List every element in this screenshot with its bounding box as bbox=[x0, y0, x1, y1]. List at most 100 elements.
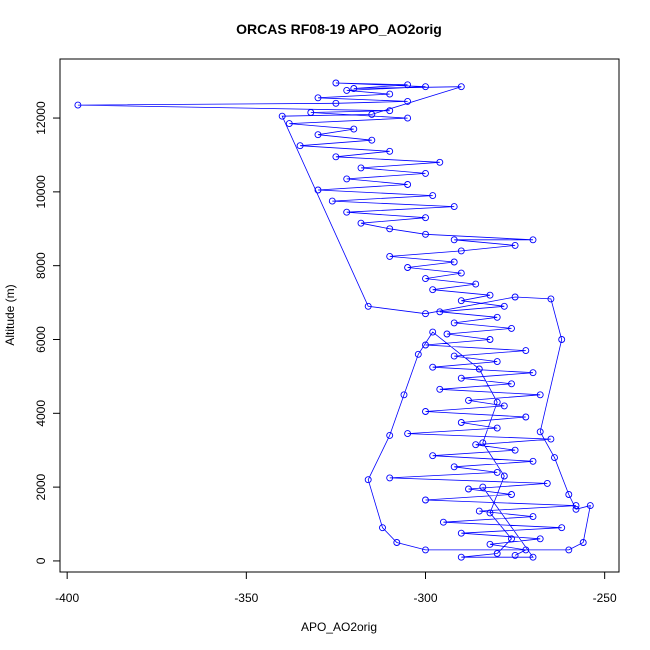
data-point bbox=[285, 120, 293, 128]
y-tick-label: 0 bbox=[34, 557, 48, 564]
data-point bbox=[296, 142, 304, 150]
data-point bbox=[450, 236, 458, 244]
data-point bbox=[357, 164, 365, 172]
data-point bbox=[443, 330, 451, 338]
data-point bbox=[529, 553, 537, 561]
x-tick-label: -300 bbox=[413, 591, 437, 605]
y-tick-label: 12000 bbox=[34, 101, 48, 135]
data-point bbox=[436, 158, 444, 166]
data-point bbox=[429, 363, 437, 371]
data-point bbox=[422, 496, 429, 504]
data-point bbox=[74, 101, 82, 109]
data-point bbox=[493, 468, 501, 476]
data-point bbox=[400, 391, 408, 399]
data-point bbox=[457, 529, 465, 537]
data-point bbox=[343, 86, 351, 94]
data-point bbox=[364, 302, 372, 310]
data-point bbox=[450, 352, 458, 360]
data-point bbox=[404, 97, 412, 105]
data-point bbox=[343, 175, 351, 183]
data-point bbox=[404, 181, 412, 188]
data-point bbox=[543, 479, 551, 487]
data-point bbox=[422, 169, 429, 177]
data-point bbox=[529, 236, 537, 244]
y-axis: 0 2000 4000 6000 8000 10000 12000 bbox=[34, 101, 61, 564]
x-axis-title: APO_AO2orig bbox=[301, 620, 377, 634]
data-point bbox=[493, 424, 501, 432]
data-point bbox=[422, 214, 429, 222]
data-point bbox=[368, 110, 376, 118]
data-point bbox=[379, 524, 386, 532]
data-point bbox=[278, 112, 286, 120]
data-point bbox=[332, 79, 340, 87]
data-point bbox=[386, 107, 394, 115]
data-point bbox=[536, 535, 544, 543]
data-point bbox=[450, 463, 458, 471]
data-point bbox=[475, 365, 483, 373]
data-point bbox=[332, 99, 340, 107]
data-point bbox=[457, 247, 465, 255]
data-point bbox=[522, 413, 530, 421]
data-point bbox=[429, 328, 437, 336]
x-tick-label: -250 bbox=[593, 591, 617, 605]
data-point bbox=[422, 546, 429, 554]
data-point bbox=[511, 241, 519, 249]
data-point bbox=[350, 85, 358, 92]
data-point bbox=[547, 295, 555, 303]
y-tick-label: 6000 bbox=[34, 326, 48, 353]
data-point bbox=[357, 219, 365, 227]
data-point bbox=[493, 358, 501, 366]
data-point bbox=[472, 441, 480, 449]
data-point bbox=[450, 258, 458, 266]
data-point bbox=[529, 457, 537, 465]
data-point bbox=[522, 546, 530, 554]
data-point bbox=[422, 310, 429, 318]
series-layer bbox=[74, 79, 594, 561]
data-point bbox=[314, 186, 322, 194]
y-tick-label: 10000 bbox=[34, 175, 48, 209]
data-point bbox=[511, 293, 519, 301]
data-point bbox=[493, 398, 501, 406]
data-point bbox=[465, 396, 472, 404]
data-point bbox=[457, 83, 465, 91]
data-point bbox=[386, 252, 394, 260]
data-point bbox=[486, 336, 494, 343]
data-point bbox=[422, 341, 429, 349]
data-point bbox=[479, 483, 487, 491]
data-point bbox=[529, 513, 537, 521]
data-point bbox=[393, 539, 401, 546]
data-point bbox=[422, 275, 429, 283]
data-point bbox=[386, 225, 394, 233]
data-point bbox=[565, 491, 573, 498]
data-point bbox=[368, 136, 376, 144]
data-point bbox=[486, 291, 494, 299]
data-point bbox=[586, 502, 594, 510]
data-point bbox=[457, 269, 465, 277]
data-point bbox=[536, 391, 544, 399]
data-point bbox=[436, 308, 444, 316]
data-point bbox=[386, 431, 394, 439]
data-point bbox=[558, 524, 566, 532]
data-point bbox=[579, 539, 587, 546]
data-point bbox=[547, 435, 555, 443]
y-tick-label: 2000 bbox=[34, 473, 48, 500]
data-point bbox=[572, 505, 580, 513]
data-point bbox=[500, 402, 508, 410]
data-point bbox=[511, 551, 519, 559]
data-point bbox=[529, 369, 537, 377]
plot-frame bbox=[59, 58, 620, 573]
data-point bbox=[500, 472, 508, 480]
data-point bbox=[422, 230, 429, 238]
data-point bbox=[486, 509, 494, 517]
data-point bbox=[404, 430, 412, 438]
y-tick-label: 8000 bbox=[34, 252, 48, 279]
data-point bbox=[475, 507, 483, 515]
data-point bbox=[486, 540, 494, 548]
data-point bbox=[450, 319, 458, 327]
data-point bbox=[422, 83, 429, 91]
data-point bbox=[457, 374, 465, 382]
data-point bbox=[439, 518, 447, 526]
x-tick-label: -350 bbox=[234, 591, 258, 605]
data-point bbox=[386, 147, 394, 155]
data-point bbox=[328, 197, 336, 205]
